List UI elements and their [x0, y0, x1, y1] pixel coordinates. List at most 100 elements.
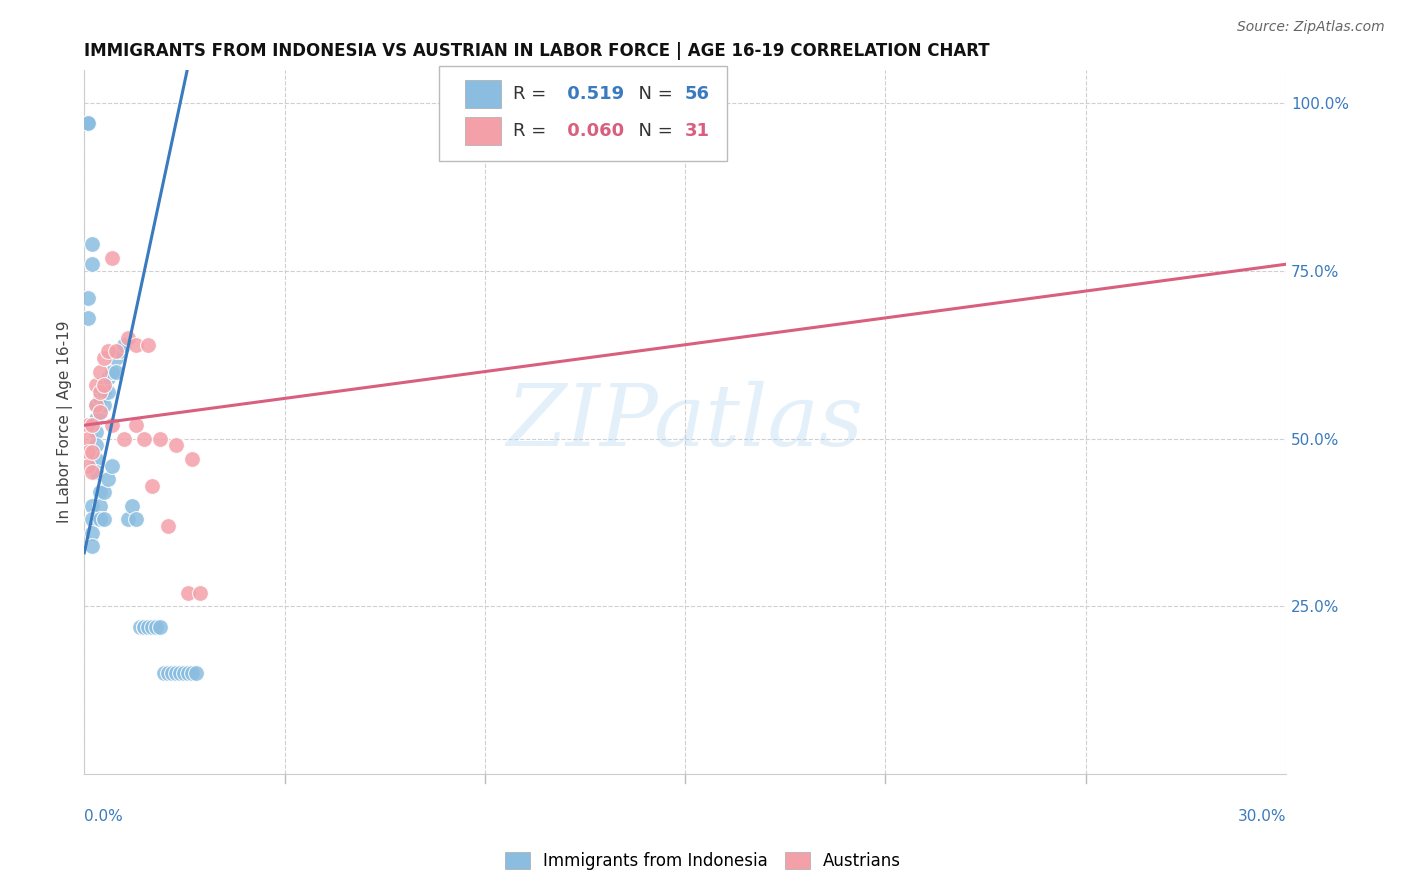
Point [125, 512, 148, 526]
Point [89, 512, 111, 526]
Point [141, 478, 163, 492]
Point [186, 666, 208, 681]
Point [181, 666, 204, 681]
Point [97, 344, 120, 359]
Point [82, 418, 104, 433]
Point [149, 432, 172, 446]
Point [93, 398, 115, 412]
Point [105, 351, 128, 366]
Point [165, 438, 187, 452]
Point [77, 116, 100, 130]
Point [84, 398, 107, 412]
Point [105, 365, 128, 379]
Point [134, 432, 156, 446]
Point [89, 365, 111, 379]
Point [84, 378, 107, 392]
Legend: Immigrants from Indonesia, Austrians: Immigrants from Indonesia, Austrians [498, 845, 908, 877]
Point [89, 405, 111, 419]
Point [77, 291, 100, 305]
Point [129, 619, 152, 633]
Point [101, 418, 124, 433]
Text: 56: 56 [685, 86, 710, 103]
Text: R =: R = [513, 86, 553, 103]
Point [82, 237, 104, 252]
Point [117, 331, 139, 345]
Point [97, 384, 120, 399]
Point [138, 619, 160, 633]
Point [84, 425, 107, 439]
Point [82, 499, 104, 513]
Point [157, 666, 180, 681]
Point [82, 525, 104, 540]
Text: 0.060: 0.060 [561, 122, 624, 140]
Point [162, 666, 184, 681]
Point [77, 458, 100, 473]
Text: IMMIGRANTS FROM INDONESIA VS AUSTRIAN IN LABOR FORCE | AGE 16-19 CORRELATION CHA: IMMIGRANTS FROM INDONESIA VS AUSTRIAN IN… [84, 42, 990, 60]
Point [157, 519, 180, 533]
Point [84, 465, 107, 479]
FancyBboxPatch shape [439, 66, 727, 161]
Point [77, 116, 100, 130]
Point [93, 512, 115, 526]
Y-axis label: In Labor Force | Age 16-19: In Labor Force | Age 16-19 [58, 320, 73, 523]
Text: R =: R = [513, 122, 553, 140]
Point [117, 512, 139, 526]
Point [93, 384, 115, 399]
Point [177, 586, 200, 600]
Point [173, 666, 195, 681]
Text: 0.0%: 0.0% [84, 809, 124, 824]
Point [177, 666, 200, 681]
Point [181, 451, 204, 466]
Point [77, 418, 100, 433]
Point [82, 465, 104, 479]
Point [82, 539, 104, 553]
Point [149, 619, 172, 633]
Point [121, 499, 143, 513]
Point [125, 337, 148, 351]
Point [84, 398, 107, 412]
Point [89, 485, 111, 500]
Point [134, 619, 156, 633]
Point [101, 251, 124, 265]
Point [97, 472, 120, 486]
Point [82, 257, 104, 271]
Point [77, 116, 100, 130]
Point [77, 445, 100, 459]
Point [145, 619, 167, 633]
Point [77, 116, 100, 130]
Text: N =: N = [627, 86, 679, 103]
Point [110, 344, 132, 359]
Point [84, 451, 107, 466]
Text: ZIPatlas: ZIPatlas [506, 381, 863, 463]
Point [101, 365, 124, 379]
Point [89, 384, 111, 399]
Text: N =: N = [627, 122, 679, 140]
Point [89, 499, 111, 513]
Point [153, 666, 176, 681]
Point [190, 586, 212, 600]
Point [93, 378, 115, 392]
Text: 30.0%: 30.0% [1237, 809, 1286, 824]
Point [141, 619, 163, 633]
Point [112, 337, 135, 351]
Point [125, 418, 148, 433]
Point [138, 337, 160, 351]
Point [105, 344, 128, 359]
Text: Source: ZipAtlas.com: Source: ZipAtlas.com [1237, 20, 1385, 34]
Point [93, 485, 115, 500]
Point [165, 666, 187, 681]
Point [84, 411, 107, 425]
FancyBboxPatch shape [465, 80, 502, 109]
Point [77, 116, 100, 130]
Point [169, 666, 191, 681]
Point [101, 458, 124, 473]
Point [89, 405, 111, 419]
Text: 0.519: 0.519 [561, 86, 624, 103]
Point [77, 432, 100, 446]
Point [89, 392, 111, 406]
FancyBboxPatch shape [465, 117, 502, 145]
Point [77, 310, 100, 325]
Point [112, 432, 135, 446]
Point [97, 371, 120, 385]
Point [93, 351, 115, 366]
